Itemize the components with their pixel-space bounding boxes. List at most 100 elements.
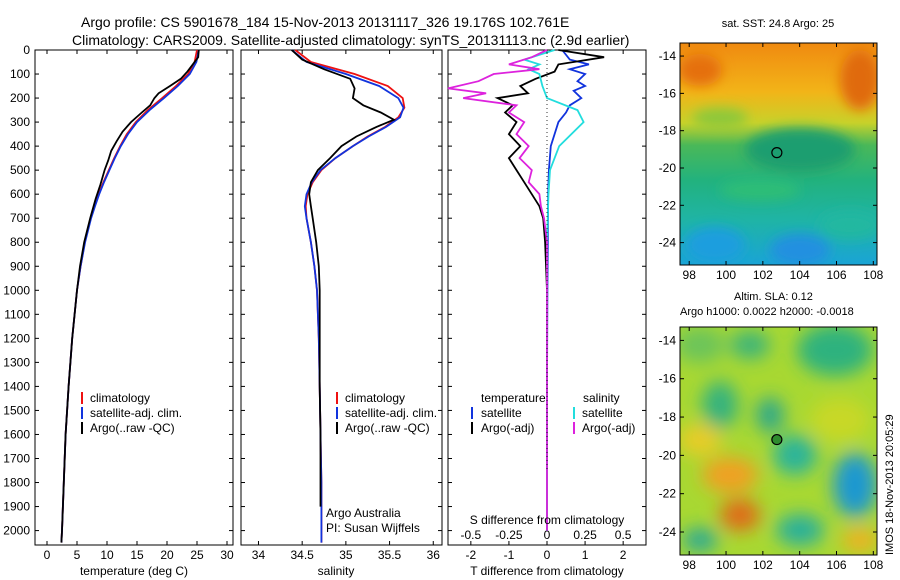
sst-map-frame [679,42,878,266]
legend-label-climatology: climatology [90,391,150,405]
sst-argo-position-marker [771,147,783,159]
legend-title-temperature: temperature [481,391,546,405]
salinity-xlabel: salinity [318,564,355,578]
salinity-x-axis: 34 34.5 35 35.5 36 [252,50,440,562]
depth-tick-label: 200 [10,91,30,105]
series-line-argo-raw-qc- [291,49,396,507]
x-tick-label: 36 [427,548,441,562]
series-line-satellite-adj-clim- [291,49,405,543]
map-y-tick-label: -14 [659,333,677,347]
salinity-profile-lines [291,49,406,543]
depth-tick-label: 1300 [3,355,30,369]
map-x-tick-label: 100 [716,558,736,572]
map-y-tick-label: -24 [659,525,677,539]
x-tick-label: 30 [220,548,234,562]
map-y-tick-label: -20 [659,448,677,462]
depth-tick-label: 300 [10,115,30,129]
depth-tick-label: 700 [10,211,30,225]
depth-tick-label: 800 [10,235,30,249]
legend-label-t-argo: Argo(-adj) [481,421,534,435]
depth-tick-label: 400 [10,139,30,153]
salinity-credit-2: PI: Susan Wijffels [326,521,420,535]
legend-label-argo: Argo(..raw -QC) [345,421,430,435]
temperature-x-axis: 0 5 10 15 20 25 30 [44,50,234,562]
sla-map-frame [679,326,878,556]
sla-map-title-1: Altim. SLA: 0.12 [734,291,813,303]
map-y-tick-label: -18 [659,124,677,138]
map-x-tick-label: 106 [826,558,846,572]
x-tick-label-s: 0.25 [573,528,597,542]
depth-tick-label: 1900 [3,500,30,514]
depth-tick-label: 900 [10,259,30,273]
series-line-climatology [294,49,406,543]
x-tick-label: 5 [74,548,81,562]
map-y-tick-label: -18 [659,410,677,424]
sst-map-title: sat. SST: 24.8 Argo: 25 [722,18,835,30]
legend-title-salinity: salinity [583,391,620,405]
legend-label-s-satellite: satellite [582,406,623,420]
map-y-tick-label: -16 [659,372,677,386]
difference-legend: temperature salinity satellite Argo(-adj… [471,391,635,435]
map-x-tick-label: 104 [790,558,810,572]
depth-tick-label: 1600 [3,427,30,441]
series-line-salinity-satellite [521,49,585,531]
sla-map-title-2: Argo h1000: 0.0022 h2000: -0.0018 [680,306,854,318]
legend-label-climatology: climatology [345,391,405,405]
depth-tick-label: 600 [10,187,30,201]
depth-axis: 0 100 200 300 400 500 600 700 800 900 1000 1100 1200… [3,43,646,538]
x-tick-label-s: 0 [544,528,551,542]
map-x-tick-label: 102 [753,558,773,572]
map-y-tick-label: -16 [659,86,677,100]
x-tick-label: 35 [339,548,353,562]
map-x-tick-label: 108 [863,268,883,282]
depth-tick-label: 1200 [3,331,30,345]
map-y-tick-label: -22 [659,198,677,212]
x-tick-label-s: 0.5 [615,528,632,542]
map-x-tick-label: 102 [753,268,773,282]
difference-xlabel-s: S difference from climatology [470,513,625,527]
x-tick-label: 34 [252,548,266,562]
map-x-tick-label: 108 [863,558,883,572]
legend-label-argo: Argo(..raw -QC) [90,421,175,435]
map-x-tick-label: 104 [790,268,810,282]
series-line-temperature-argo-adj- [494,49,605,531]
x-tick-label: 10 [100,548,114,562]
header-line2: Climatology: CARS2009. Satellite-adjuste… [72,32,629,48]
x-tick-label-s: -0.25 [495,528,523,542]
temperature-xlabel: temperature (deg C) [80,564,188,578]
difference-profile-lines [447,49,605,531]
x-tick-label-s: -0.5 [461,528,482,542]
depth-tick-label: 1700 [3,451,30,465]
sla-argo-position-marker [771,433,783,446]
salinity-axes [240,49,443,546]
temperature-axes [34,49,234,546]
temperature-legend: climatology satellite-adj. clim. Argo(..… [81,391,182,435]
x-tick-label: 25 [190,548,204,562]
series-line-argo-raw-qc- [60,49,200,543]
x-tick-label: -1 [504,548,515,562]
depth-tick-label: 1000 [3,283,30,297]
legend-label-s-argo: Argo(-adj) [582,421,635,435]
x-tick-label: 0 [44,548,51,562]
x-tick-label: 20 [160,548,174,562]
map-y-tick-label: -22 [659,487,677,501]
x-tick-label: 34.5 [290,548,314,562]
x-tick-label: 1 [582,548,589,562]
map-x-tick-label: 106 [826,268,846,282]
map-x-tick-label: 98 [683,268,697,282]
x-tick-label: 15 [130,548,144,562]
footer-stamp: IMOS 18-Nov-2013 20:05:29 [884,414,896,555]
map-y-tick-label: -24 [659,236,677,250]
x-tick-label: 2 [620,548,627,562]
depth-tick-label: 2000 [3,524,30,538]
legend-label-satellite: satellite-adj. clim. [345,406,437,420]
sst-map-field [680,43,877,265]
legend-label-t-satellite: satellite [481,406,522,420]
temperature-profile-lines [60,49,200,543]
map-y-tick-label: -20 [659,161,677,175]
salinity-legend: climatology satellite-adj. clim. Argo(..… [326,391,437,535]
sst-map-axes: -14 -16 -18 -20 -22 -24 98 100 102 104 106 108 [659,43,884,282]
sla-map-axes: -14 -16 -18 -20 -22 -24 98 100 102 104 106 108 [659,327,884,572]
depth-tick-label: 1100 [4,307,30,321]
